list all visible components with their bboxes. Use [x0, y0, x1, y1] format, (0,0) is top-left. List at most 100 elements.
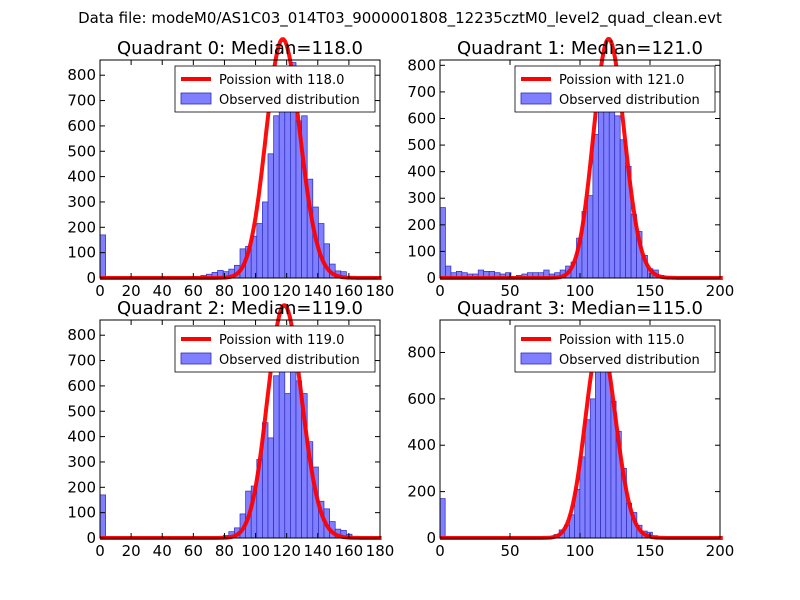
- y-tick-label: 800: [407, 56, 436, 74]
- histogram-bar: [284, 100, 291, 279]
- y-tick-label: 200: [67, 478, 96, 496]
- x-tick-label: 60: [184, 282, 203, 300]
- x-tick-label: 150: [636, 282, 665, 300]
- legend-observed-swatch: [520, 92, 552, 105]
- x-tick-label: 180: [366, 542, 395, 560]
- panel-quadrant-1: 0 50 100 150 200 0 100 200 300 400 500 600 700 800 Qua…: [407, 37, 735, 300]
- x-tick-label: 20: [122, 282, 141, 300]
- y-tick-label: 600: [67, 377, 96, 395]
- x-tick-label: 100: [566, 282, 595, 300]
- x-tick-label: 0: [435, 282, 445, 300]
- x-tick-label: 0: [435, 542, 445, 560]
- histogram-bar: [273, 115, 280, 279]
- histogram-bar: [262, 201, 269, 279]
- y-tick-label: 600: [67, 117, 96, 135]
- legend: Poission with 119.0 Observed distribution: [174, 325, 376, 373]
- y-tick-label: 500: [67, 142, 96, 160]
- panel-title: Quadrant 0: Median=118.0: [117, 38, 363, 59]
- panel-title: Quadrant 1: Median=121.0: [457, 38, 703, 59]
- x-tick-label: 60: [184, 542, 203, 560]
- y-tick-label: 600: [407, 390, 436, 408]
- axes-frame: [99, 319, 381, 539]
- legend: Poission with 118.0 Observed distribution: [174, 65, 376, 113]
- legend-observed-label: Observed distribution: [559, 93, 700, 108]
- histogram-bar: [99, 494, 106, 539]
- legend-observed-swatch: [180, 352, 212, 365]
- histogram-bar: [99, 234, 106, 279]
- x-tick-label: 140: [303, 542, 332, 560]
- y-tick-label: 400: [67, 168, 96, 186]
- x-tick-label: 150: [636, 542, 665, 560]
- x-tick-label: 0: [95, 542, 105, 560]
- x-tick-label: 160: [335, 542, 364, 560]
- histogram-bar: [267, 437, 274, 539]
- legend-observed-swatch: [180, 92, 212, 105]
- histogram-bar: [597, 107, 605, 279]
- y-tick-label: 400: [407, 163, 436, 181]
- x-tick-label: 40: [153, 542, 172, 560]
- histogram-bar: [614, 115, 621, 279]
- histogram-bar: [256, 223, 263, 279]
- y-tick-label: 400: [67, 428, 96, 446]
- y-tick-label: 100: [67, 244, 96, 262]
- x-tick-label: 0: [95, 282, 105, 300]
- y-tick-label: 300: [67, 453, 96, 471]
- legend: Poission with 121.0 Observed distribution: [514, 65, 716, 113]
- legend: Poission with 115.0 Observed distribution: [514, 325, 716, 373]
- legend-observed-label: Observed distribution: [219, 93, 360, 108]
- legend-poisson-label: Poission with 119.0: [219, 333, 344, 348]
- x-tick-label: 140: [303, 282, 332, 300]
- histogram-bars: [99, 62, 353, 279]
- y-tick-label: 0: [86, 529, 96, 547]
- y-tick-label: 700: [67, 92, 96, 110]
- x-tick-label: 160: [335, 282, 364, 300]
- histogram-bar: [592, 134, 599, 279]
- y-tick-label: 0: [426, 269, 436, 287]
- x-tick-label: 50: [500, 542, 519, 560]
- y-tick-label: 800: [67, 66, 96, 84]
- y-tick-label: 200: [67, 218, 96, 236]
- y-tick-label: 800: [67, 326, 96, 344]
- legend-observed-label: Observed distribution: [559, 353, 700, 368]
- histogram-bar: [284, 393, 291, 539]
- panel-title: Quadrant 3: Median=115.0: [457, 298, 703, 319]
- y-tick-label: 700: [67, 352, 96, 370]
- y-tick-label: 300: [407, 189, 436, 207]
- panel-quadrant-0: 0 20 40 60 80 100 120 140 160 1800100200300400500…: [67, 37, 394, 300]
- legend-observed-label: Observed distribution: [219, 353, 360, 368]
- histogram-bar: [267, 153, 274, 279]
- legend-observed-swatch: [520, 352, 552, 365]
- histogram-bar: [595, 356, 601, 539]
- y-tick-label: 200: [407, 483, 436, 501]
- x-tick-label: 100: [241, 542, 270, 560]
- y-tick-label: 100: [407, 242, 436, 260]
- y-tick-label: 500: [67, 402, 96, 420]
- panel-quadrant-2: 0 20 40 60 80 100 120 140 160 1800100200300400500…: [67, 298, 394, 560]
- histogram-bar: [587, 195, 594, 279]
- histogram-bar: [584, 419, 591, 539]
- y-tick-label: 700: [407, 83, 436, 101]
- y-tick-label: 200: [407, 216, 436, 234]
- y-tick-label: 800: [407, 343, 436, 361]
- x-tick-label: 120: [272, 542, 301, 560]
- histogram-bar: [619, 139, 626, 279]
- x-tick-label: 200: [706, 282, 735, 300]
- histogram-bar: [589, 398, 596, 539]
- y-tick-label: 600: [407, 109, 436, 127]
- x-tick-label: 100: [566, 542, 595, 560]
- figure-title: Data file: modeM0/AS1C03_014T03_90000018…: [78, 9, 722, 28]
- y-tick-label: 0: [426, 529, 436, 547]
- histogram-bar: [273, 375, 280, 539]
- x-tick-label: 100: [241, 282, 270, 300]
- histogram-bar: [439, 207, 446, 279]
- legend-poisson-label: Poission with 118.0: [219, 73, 344, 88]
- y-tick-label: 0: [86, 269, 96, 287]
- x-tick-label: 50: [500, 282, 519, 300]
- y-tick-label: 300: [67, 193, 96, 211]
- panel-quadrant-3: 0 50 100 150 200 0 200 400 600 800 Quadrant 3: Med…: [407, 298, 734, 560]
- histogram-bar: [439, 498, 446, 539]
- axes-frame: [99, 59, 381, 279]
- x-tick-label: 80: [215, 542, 234, 560]
- legend-poisson-label: Poission with 115.0: [559, 333, 684, 348]
